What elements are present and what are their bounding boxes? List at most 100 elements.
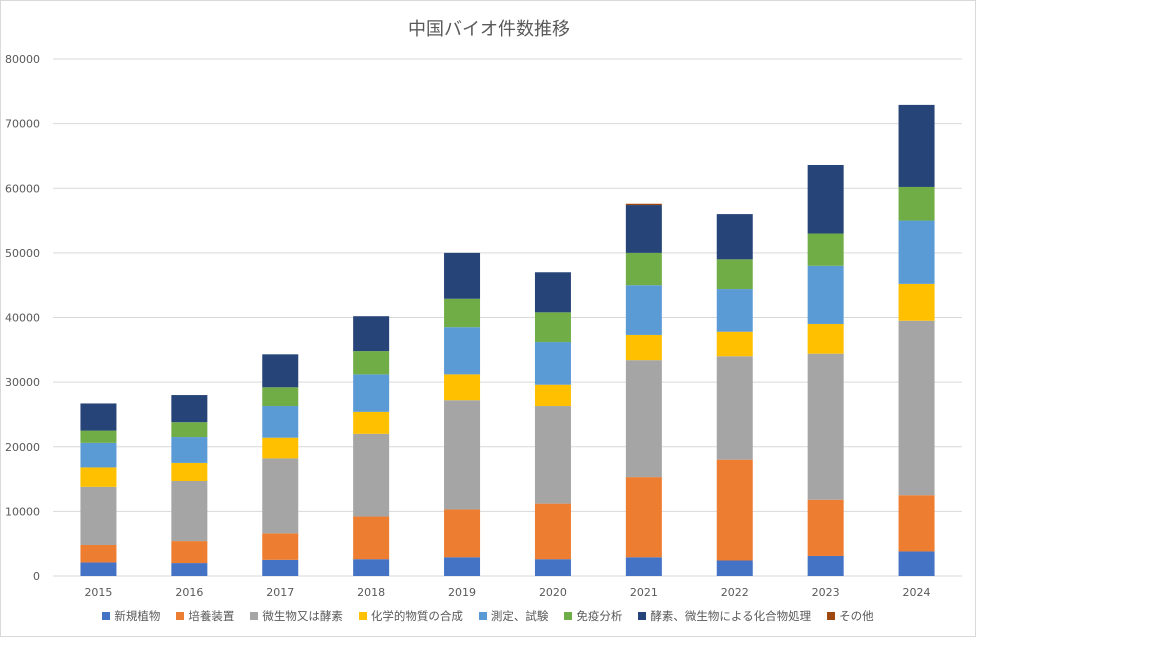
bar-segment-2024-0 xyxy=(898,551,935,576)
bar-segment-2023-5 xyxy=(807,233,844,266)
bar-segment-2015-0 xyxy=(80,562,117,576)
bar-segment-2021-2 xyxy=(625,360,662,478)
bar-segment-2023-2 xyxy=(807,353,844,500)
bar-segment-2024-2 xyxy=(898,320,935,496)
bar-segment-2018-4 xyxy=(353,374,390,412)
y-tick-label: 30000 xyxy=(5,376,40,389)
bar-segment-2019-0 xyxy=(444,557,481,576)
legend-item: 培養装置 xyxy=(176,608,234,624)
legend-swatch xyxy=(102,612,111,620)
bar-segment-2019-1 xyxy=(444,509,481,558)
bar-segment-2018-5 xyxy=(353,351,390,375)
x-tick-label: 2022 xyxy=(721,586,749,599)
bar-segment-2020-1 xyxy=(534,503,571,560)
bar-segment-2022-5 xyxy=(716,259,753,290)
bar-segment-2024-5 xyxy=(898,186,935,221)
bar-segment-2023-6 xyxy=(807,164,844,234)
legend-swatch xyxy=(564,612,573,620)
legend-item: 化学的物質の合成 xyxy=(358,608,463,624)
x-tick-label: 2023 xyxy=(812,586,840,599)
bar-segment-2016-2 xyxy=(171,481,208,542)
legend-swatch xyxy=(250,612,259,620)
x-tick-label: 2018 xyxy=(357,586,385,599)
legend-swatch xyxy=(827,612,836,620)
x-tick-label: 2021 xyxy=(630,586,658,599)
bar-segment-2015-4 xyxy=(80,442,117,468)
legend-item: 微生物又は酵素 xyxy=(250,608,343,624)
bar-segment-2024-6 xyxy=(898,104,935,187)
chart-title: 中国バイオ件数推移 xyxy=(408,19,570,40)
bar-segment-2022-3 xyxy=(716,331,753,357)
bar-segment-2020-0 xyxy=(534,559,571,576)
y-tick-label: 50000 xyxy=(5,247,40,260)
bar-segment-2016-0 xyxy=(171,563,208,576)
bar-segment-2019-6 xyxy=(444,252,481,299)
x-tick-label: 2017 xyxy=(266,586,294,599)
bar-segment-2022-6 xyxy=(716,214,753,260)
bar-segment-2016-4 xyxy=(171,437,208,463)
bar-segment-2024-4 xyxy=(898,220,935,284)
bar-segment-2021-0 xyxy=(625,557,662,576)
legend-swatch xyxy=(176,612,185,620)
legend-item: 測定、試験 xyxy=(478,608,549,624)
bar-segment-2015-3 xyxy=(80,467,117,487)
bar-segment-2021-7 xyxy=(625,203,662,206)
x-tick-label: 2015 xyxy=(84,586,112,599)
bar-segment-2020-6 xyxy=(534,272,571,313)
legend-item: その他 xyxy=(827,608,874,624)
bar-segment-2021-4 xyxy=(625,285,662,335)
y-tick-label: 60000 xyxy=(5,182,40,195)
bar-segment-2022-4 xyxy=(716,289,753,332)
legend-label: その他 xyxy=(839,609,874,623)
bar-segment-2018-1 xyxy=(353,516,390,560)
y-tick-label: 70000 xyxy=(5,118,40,131)
bar-segment-2015-5 xyxy=(80,430,117,443)
bar-segment-2017-5 xyxy=(262,387,299,407)
legend-swatch xyxy=(358,612,367,620)
bar-segment-2021-6 xyxy=(625,205,662,253)
legend-item: 新規植物 xyxy=(102,608,160,624)
legend-item: 免疫分析 xyxy=(564,608,622,624)
bar-segment-2020-5 xyxy=(534,312,571,343)
bar-segment-2024-1 xyxy=(898,495,935,552)
bar-segment-2017-1 xyxy=(262,533,299,560)
bar-segment-2019-2 xyxy=(444,400,481,510)
y-tick-label: 40000 xyxy=(5,312,40,325)
bar-segment-2023-4 xyxy=(807,265,844,324)
legend-label: 測定、試験 xyxy=(490,609,549,623)
bar-segment-2016-5 xyxy=(171,422,208,438)
bar-segment-2019-5 xyxy=(444,298,481,328)
bar-segment-2020-4 xyxy=(534,342,571,385)
bar-segment-2020-2 xyxy=(534,406,571,504)
bar-segment-2021-1 xyxy=(625,477,662,558)
bar-segment-2017-4 xyxy=(262,406,299,438)
bar-segment-2021-5 xyxy=(625,252,662,286)
legend-label: 酵素、微生物による化合物処理 xyxy=(650,609,812,623)
bar-segment-2020-3 xyxy=(534,384,571,407)
legend-label: 新規植物 xyxy=(114,609,161,623)
bar-segment-2016-1 xyxy=(171,541,208,564)
bar-segment-2016-6 xyxy=(171,395,208,423)
bar-segment-2024-3 xyxy=(898,283,935,321)
legend: 新規植物 培養装置 微生物又は酵素 化学的物質の合成 測定、試験 免疫分析 酵素、微生物によ… xyxy=(0,608,976,624)
legend-label: 化学的物質の合成 xyxy=(370,609,463,623)
bar-segment-2023-0 xyxy=(807,555,844,576)
y-tick-label: 10000 xyxy=(5,505,40,518)
bar-segment-2019-3 xyxy=(444,374,481,401)
x-tick-label: 2019 xyxy=(448,586,476,599)
bar-segment-2022-2 xyxy=(716,356,753,460)
bar-segment-2023-1 xyxy=(807,499,844,556)
legend-label: 微生物又は酵素 xyxy=(262,609,343,623)
x-tick-label: 2024 xyxy=(903,586,931,599)
bar-segment-2017-2 xyxy=(262,458,299,534)
bar-segment-2022-0 xyxy=(716,560,753,576)
bar-segment-2018-0 xyxy=(353,559,390,576)
bar-segment-2021-3 xyxy=(625,334,662,361)
bar-segment-2018-6 xyxy=(353,316,390,352)
legend-swatch xyxy=(478,612,487,620)
bar-segment-2019-4 xyxy=(444,327,481,375)
bar-segment-2017-6 xyxy=(262,354,299,388)
bar-segment-2015-6 xyxy=(80,403,117,431)
legend-label: 免疫分析 xyxy=(576,609,623,623)
x-tick-label: 2016 xyxy=(175,586,203,599)
